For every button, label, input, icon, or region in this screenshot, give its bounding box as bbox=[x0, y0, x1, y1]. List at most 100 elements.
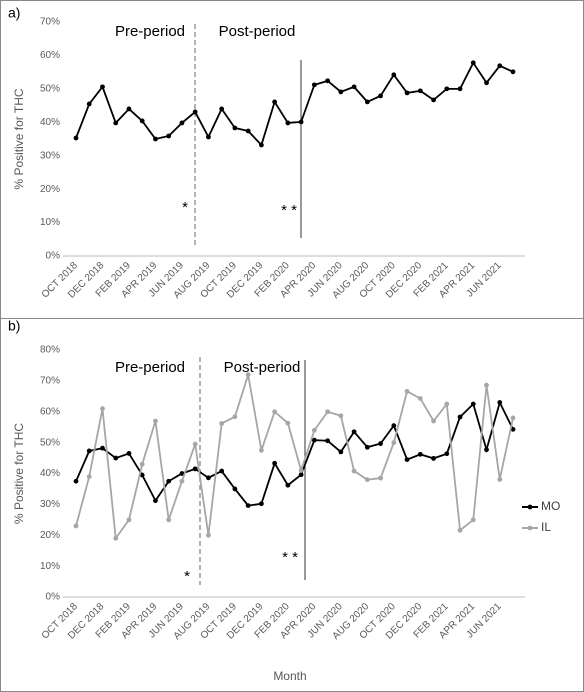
point bbox=[86, 474, 92, 479]
point bbox=[470, 60, 476, 66]
point bbox=[126, 106, 132, 112]
point bbox=[378, 475, 383, 481]
point bbox=[206, 134, 211, 140]
annotation: Pre-period bbox=[115, 23, 185, 40]
point bbox=[497, 476, 503, 482]
panel-label: a) bbox=[8, 5, 20, 21]
point bbox=[272, 409, 278, 415]
point bbox=[219, 468, 225, 474]
point bbox=[457, 414, 463, 420]
point bbox=[298, 472, 304, 478]
point bbox=[285, 120, 291, 126]
y-tick-label: 70% bbox=[40, 376, 60, 387]
point bbox=[484, 80, 489, 86]
point bbox=[192, 466, 198, 472]
point bbox=[391, 440, 397, 446]
point bbox=[192, 441, 198, 447]
point bbox=[73, 523, 79, 529]
point bbox=[232, 125, 238, 131]
y-tick-label: 50% bbox=[40, 437, 60, 448]
point bbox=[206, 475, 211, 481]
point bbox=[73, 135, 79, 141]
y-tick-label: 0% bbox=[46, 251, 61, 262]
point bbox=[457, 86, 463, 92]
x-axis-title: Month bbox=[273, 669, 306, 683]
point bbox=[364, 99, 370, 105]
point bbox=[444, 401, 450, 407]
annotation: * * bbox=[281, 202, 297, 219]
series-line bbox=[75, 60, 514, 147]
point bbox=[258, 447, 264, 453]
point bbox=[113, 120, 119, 126]
y-tick-label: 60% bbox=[40, 406, 60, 417]
point bbox=[258, 142, 264, 148]
point bbox=[417, 88, 423, 94]
series-line bbox=[75, 399, 514, 507]
point bbox=[338, 413, 344, 419]
y-tick-label: 50% bbox=[40, 83, 60, 94]
point bbox=[232, 414, 238, 420]
point bbox=[457, 527, 463, 533]
point bbox=[444, 86, 450, 92]
point bbox=[245, 128, 251, 134]
point bbox=[364, 444, 370, 450]
point bbox=[404, 388, 410, 394]
point bbox=[325, 78, 331, 84]
y-axis-title: % Positive for THC bbox=[12, 423, 26, 524]
point bbox=[497, 63, 503, 69]
point bbox=[100, 84, 105, 90]
point bbox=[192, 109, 198, 115]
point bbox=[325, 409, 331, 415]
point bbox=[126, 451, 132, 456]
y-tick-label: 10% bbox=[40, 561, 60, 572]
point bbox=[351, 468, 357, 474]
point bbox=[417, 396, 423, 401]
y-axis-title: % Positive for THC bbox=[12, 88, 26, 189]
y-tick-label: 20% bbox=[40, 184, 60, 195]
point bbox=[153, 418, 158, 424]
point bbox=[298, 468, 304, 473]
y-tick-label: 30% bbox=[40, 499, 60, 510]
point bbox=[139, 461, 145, 467]
point bbox=[113, 535, 119, 541]
point bbox=[325, 438, 331, 444]
annotation: Post-period bbox=[224, 359, 301, 376]
annotation: Post-period bbox=[219, 23, 296, 40]
annotation: Pre-period bbox=[115, 359, 185, 376]
point bbox=[166, 517, 172, 523]
point bbox=[179, 471, 185, 476]
point bbox=[444, 451, 450, 457]
point bbox=[338, 449, 344, 455]
point bbox=[166, 133, 172, 139]
point bbox=[351, 84, 357, 90]
point bbox=[166, 478, 172, 484]
point bbox=[206, 532, 211, 538]
point bbox=[219, 106, 225, 112]
series-line bbox=[75, 374, 514, 541]
point bbox=[73, 478, 79, 484]
y-tick-label: 80% bbox=[40, 345, 60, 356]
point bbox=[272, 99, 278, 105]
point bbox=[86, 448, 92, 454]
point bbox=[311, 82, 317, 88]
point bbox=[391, 72, 397, 78]
point bbox=[153, 136, 158, 142]
point bbox=[351, 429, 357, 435]
point bbox=[179, 478, 185, 484]
y-tick-label: 40% bbox=[40, 468, 60, 479]
point bbox=[285, 420, 291, 426]
y-tick-label: 30% bbox=[40, 150, 60, 161]
point bbox=[338, 89, 344, 95]
point bbox=[139, 118, 145, 124]
legend-label: MO bbox=[541, 499, 560, 513]
point bbox=[364, 477, 370, 483]
legend-marker bbox=[527, 525, 533, 531]
point bbox=[431, 455, 436, 461]
point bbox=[470, 401, 476, 407]
point bbox=[272, 460, 278, 466]
point bbox=[153, 498, 158, 504]
point bbox=[285, 482, 291, 488]
point bbox=[245, 503, 251, 509]
point bbox=[497, 400, 503, 405]
